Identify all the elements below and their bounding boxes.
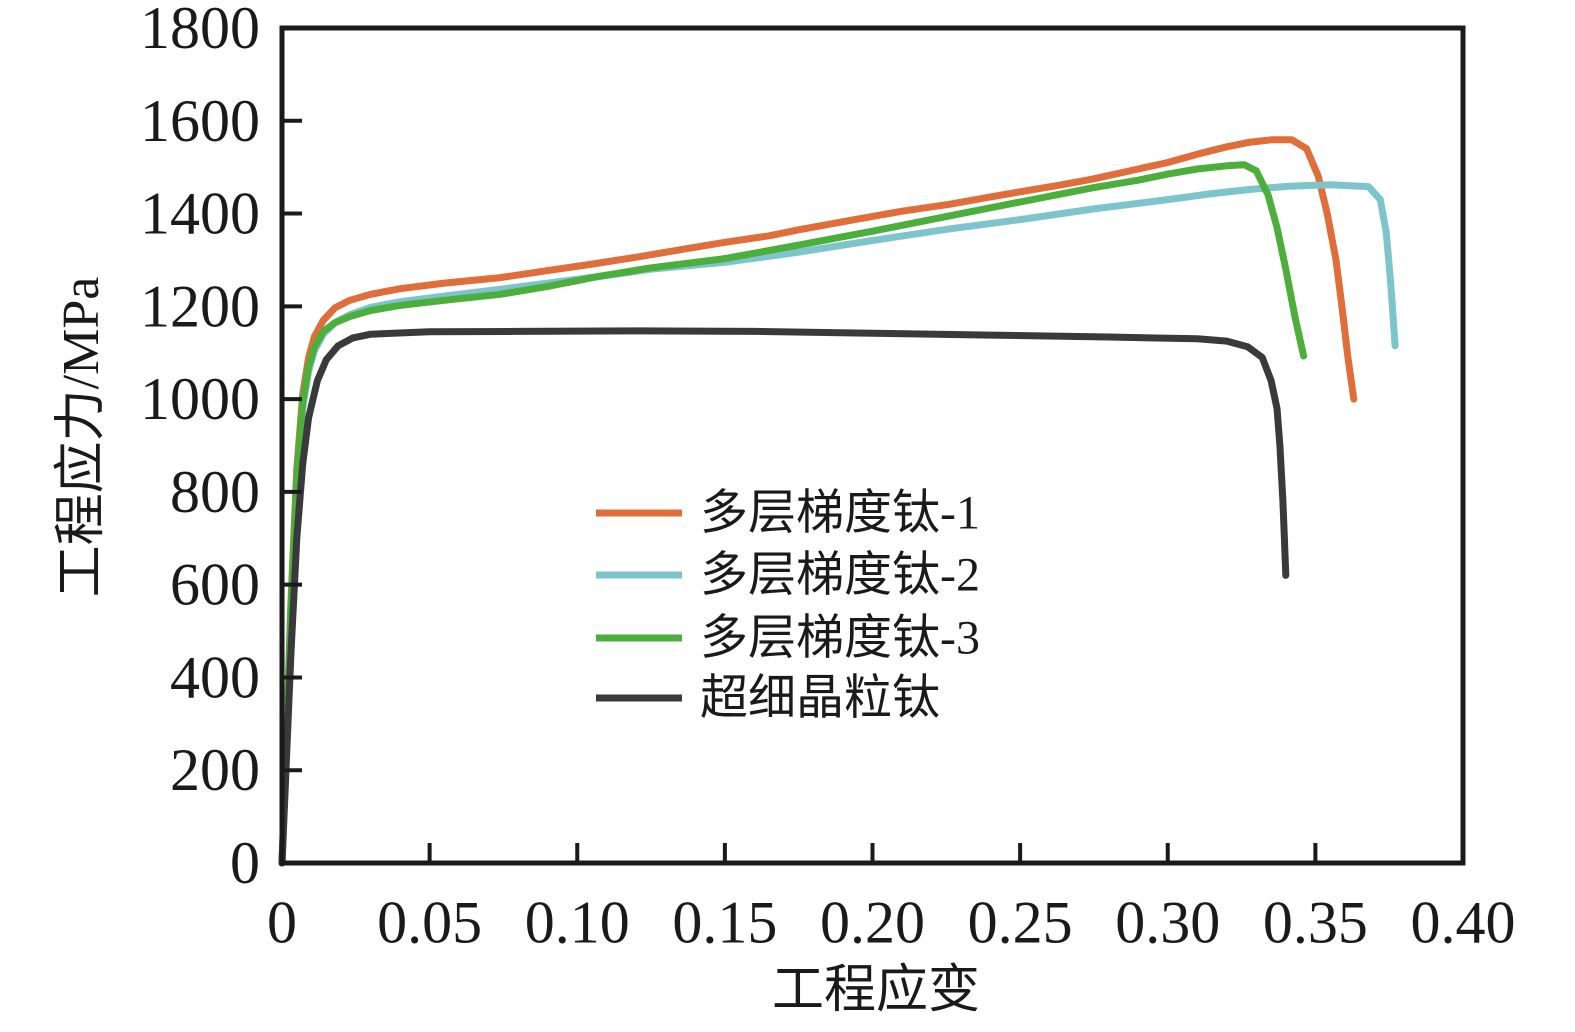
x-tick-label: 0.05	[377, 889, 482, 955]
series-curves	[278, 136, 1399, 867]
y-tick-label: 1200	[140, 273, 260, 339]
x-axis-ticks	[280, 843, 1465, 863]
y-axis-ticks	[282, 26, 302, 865]
y-tick-label: 1400	[140, 181, 260, 247]
x-tick-label: 0	[267, 889, 297, 955]
legend-label: 超细晶粒钛	[700, 672, 940, 725]
x-axis-title: 工程应变	[772, 962, 980, 1019]
x-tick-label: 0.20	[820, 889, 925, 955]
x-axis-tick-labels: 0 0.05 0.10 0.15 0.20 0.25 0.30 0.35 0.40	[267, 889, 1516, 955]
y-tick-label: 1600	[140, 88, 260, 154]
y-axis-title: 工程应力/MPa	[53, 277, 110, 598]
y-tick-label: 1800	[140, 0, 260, 61]
series-line-1	[278, 136, 1358, 867]
y-tick-label: 1000	[140, 366, 260, 432]
legend: 多层梯度钛-1 多层梯度钛-2 多层梯度钛-3 超细晶粒钛	[596, 487, 980, 725]
x-tick-label: 0.15	[672, 889, 777, 955]
y-tick-label: 600	[170, 552, 260, 618]
x-tick-label: 0.10	[525, 889, 630, 955]
legend-label: 多层梯度钛-1	[700, 487, 980, 540]
legend-label: 多层梯度钛-3	[700, 612, 980, 665]
x-tick-label: 0.35	[1263, 889, 1368, 955]
x-tick-label: 0.40	[1411, 889, 1516, 955]
y-tick-label: 200	[170, 737, 260, 803]
x-tick-label: 0.30	[1115, 889, 1220, 955]
x-tick-label: 0.25	[968, 889, 1073, 955]
y-tick-label: 400	[170, 644, 260, 710]
series-line-3	[278, 161, 1308, 867]
series-line-4	[278, 327, 1290, 867]
y-axis-tick-labels: 0 200 400 600 800 1000 1200 1400 1600 1800	[140, 0, 260, 896]
plot-frame	[279, 25, 1466, 866]
legend-label: 多层梯度钛-2	[700, 549, 980, 602]
y-tick-label: 0	[230, 830, 260, 896]
y-tick-label: 800	[170, 459, 260, 525]
